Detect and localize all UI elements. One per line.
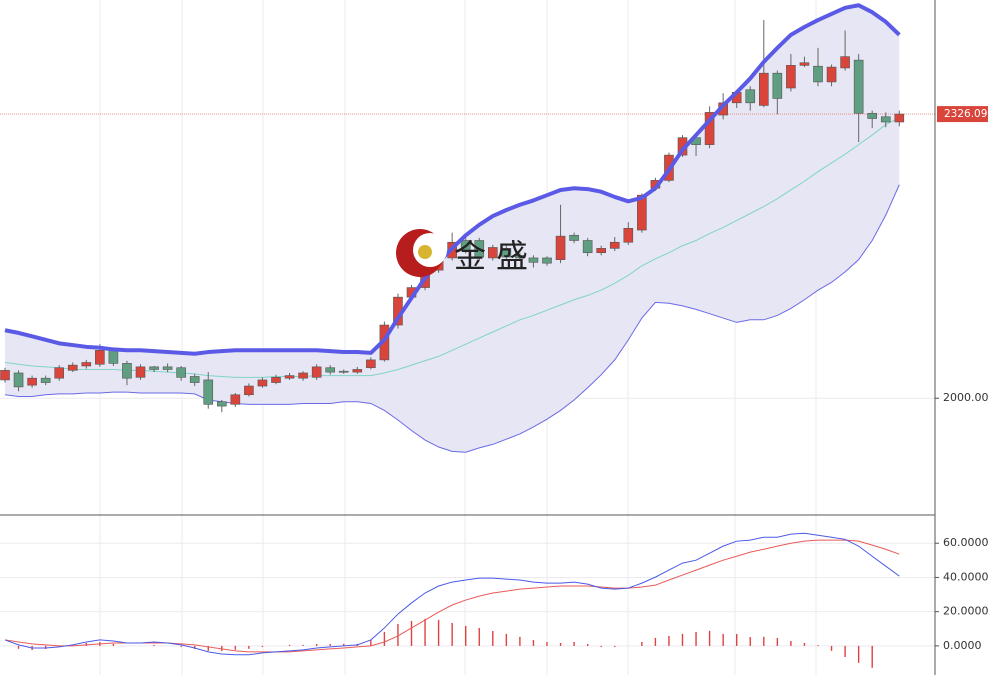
candle-body <box>149 366 159 370</box>
candle-body <box>826 66 837 83</box>
candle-body <box>325 367 336 373</box>
dif-line <box>4 532 900 656</box>
candle-body <box>813 65 823 83</box>
candle-body <box>338 370 349 373</box>
candle-body <box>542 257 552 264</box>
y-tick-label: 40.0000 <box>943 570 988 583</box>
candle-body <box>623 228 634 243</box>
lower-line <box>4 184 900 453</box>
candle-body <box>311 366 322 378</box>
candle-body <box>284 375 295 379</box>
candle-body <box>569 234 579 241</box>
candle-body <box>217 401 227 407</box>
candle-body <box>840 56 850 69</box>
candle-body <box>637 194 647 231</box>
candle-body <box>745 89 756 104</box>
candle-body <box>271 377 281 383</box>
candle-body <box>108 350 119 364</box>
candle-body <box>758 72 769 106</box>
candle-body <box>352 369 363 373</box>
band-fill <box>5 5 900 453</box>
watermark-text: 金盛 <box>454 237 538 275</box>
candle-body <box>786 65 796 89</box>
candle-body <box>95 350 105 365</box>
candle-body <box>54 367 65 379</box>
candle-body <box>460 240 471 251</box>
candle-body <box>298 372 308 379</box>
candle-body <box>867 112 878 119</box>
candle-body <box>135 366 146 378</box>
candle-body <box>704 112 715 145</box>
candle-body <box>40 377 51 383</box>
candle-body <box>501 248 512 258</box>
candle-body <box>189 376 200 383</box>
candle-body <box>799 62 810 66</box>
price-label-box <box>937 106 988 123</box>
candle-body <box>0 370 10 381</box>
candle-body <box>230 394 241 405</box>
candle-body <box>13 372 24 388</box>
candle-body <box>162 366 173 370</box>
candle-body <box>122 363 132 379</box>
candle-body <box>244 385 254 396</box>
watermark: 金盛 <box>396 229 538 277</box>
candle-body <box>474 240 485 258</box>
candle-body <box>880 116 891 123</box>
candle-body <box>528 257 539 263</box>
candle-body <box>555 235 566 260</box>
candle-body <box>487 247 498 259</box>
candle-body <box>894 113 905 123</box>
upper-line <box>4 3 901 356</box>
y-tick-label: 60.0000 <box>943 536 988 549</box>
candle-body <box>27 377 37 386</box>
y-tick-label: 0.0000 <box>943 639 982 652</box>
dea-line <box>4 539 900 653</box>
candle-body <box>582 240 593 254</box>
candle-body <box>366 359 376 369</box>
candle-body <box>609 241 620 249</box>
y-tick-label: 2000.00 <box>943 391 988 404</box>
candle-body <box>257 379 268 387</box>
candle-body <box>176 367 186 378</box>
price-label: 2326.09 <box>944 108 987 120</box>
plot-layer: 2000.00 2326.09 60.0000 40.0000 20.0000 0.000… <box>0 3 988 668</box>
candle-body <box>81 362 92 367</box>
candle-body <box>772 72 783 99</box>
candle-body <box>515 255 525 259</box>
candle-body <box>853 59 864 114</box>
candle-body <box>203 379 214 405</box>
candle-body <box>67 364 78 371</box>
y-tick-label: 20.0000 <box>943 605 988 618</box>
candle-body <box>596 248 607 254</box>
logo-dot <box>418 245 432 259</box>
